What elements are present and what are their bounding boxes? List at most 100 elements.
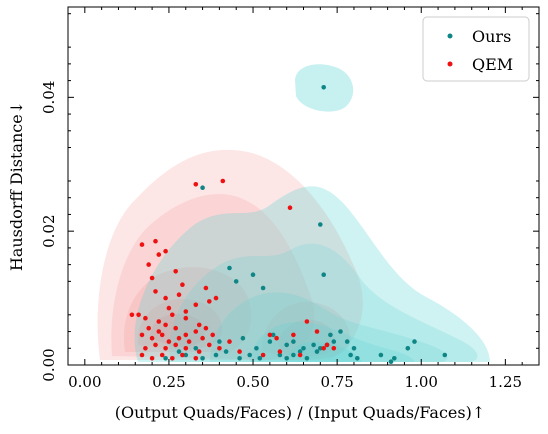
- qem-point: [170, 356, 175, 361]
- qem-point: [129, 312, 135, 318]
- ours-point: [321, 272, 327, 278]
- qem-point: [173, 342, 178, 348]
- ours-point: [355, 356, 360, 361]
- qem-point: [176, 335, 182, 341]
- qem-point: [163, 346, 168, 351]
- ours-point: [392, 356, 397, 361]
- qem-point: [139, 332, 145, 338]
- ours-point: [442, 352, 448, 358]
- qem-point: [173, 269, 178, 274]
- ours-point: [301, 346, 306, 351]
- qem-point: [324, 342, 330, 348]
- qem-point: [146, 262, 151, 267]
- qem-point: [173, 325, 178, 331]
- ours-point: [237, 356, 242, 361]
- ours-point: [217, 339, 222, 344]
- qem-point: [146, 325, 151, 331]
- qem-point: [291, 332, 296, 338]
- ours-point: [331, 339, 337, 344]
- qem-point: [163, 322, 168, 328]
- ours-point: [254, 346, 259, 351]
- ours-point: [351, 346, 357, 351]
- ours-point: [193, 346, 199, 351]
- y-tick-label: 0.04: [40, 81, 58, 114]
- ours-point: [405, 346, 411, 351]
- ours-point: [388, 359, 394, 365]
- qem-point: [156, 329, 162, 334]
- qem-point: [193, 182, 199, 187]
- ours-point: [247, 352, 252, 358]
- ours-point: [314, 349, 320, 354]
- qem-point: [143, 315, 148, 321]
- qem-point: [213, 295, 219, 301]
- qem-point: [297, 352, 303, 358]
- ours-point: [348, 352, 353, 358]
- ours-point: [260, 285, 266, 291]
- qem-point: [176, 292, 182, 298]
- ours-point: [267, 339, 273, 344]
- qem-point: [159, 332, 165, 338]
- ours-point: [200, 356, 205, 361]
- y-tick-label: 0.02: [40, 214, 58, 247]
- qem-point: [163, 295, 168, 301]
- ours-point: [240, 335, 246, 341]
- ours-point: [304, 356, 310, 361]
- qem-point: [149, 275, 155, 281]
- qem-point: [159, 352, 165, 358]
- ours-point: [176, 349, 182, 354]
- y-axis-label: Hausdorff Distance↓: [7, 101, 26, 271]
- qem-point: [331, 346, 337, 351]
- ours-point: [284, 342, 290, 348]
- qem-point: [220, 178, 226, 184]
- qem-point: [170, 312, 175, 318]
- qem-point: [203, 325, 209, 331]
- ours-point: [328, 332, 333, 338]
- ours-point: [270, 332, 276, 338]
- qem-point: [203, 285, 209, 291]
- legend-label-ours: Ours: [472, 27, 511, 46]
- ours-point: [378, 352, 384, 358]
- qem-point: [207, 342, 212, 348]
- qem-point: [193, 356, 199, 361]
- qem-point: [321, 346, 327, 351]
- qem-point: [139, 242, 145, 247]
- ours-point: [200, 185, 205, 190]
- qem-point: [166, 339, 172, 344]
- qem-point: [183, 315, 189, 321]
- qem-point: [260, 352, 266, 358]
- ours-point: [277, 352, 283, 358]
- legend-marker-ours: [447, 33, 453, 39]
- ours-point: [291, 339, 296, 344]
- ours-point: [227, 265, 232, 271]
- qem-point: [153, 289, 158, 294]
- qem-point: [149, 335, 155, 341]
- density-contours: [97, 64, 490, 362]
- x-tick-label: 0.50: [236, 373, 269, 391]
- qem-point: [237, 349, 242, 354]
- qem-point: [193, 302, 199, 308]
- qem-point: [277, 349, 283, 354]
- ours-point: [163, 356, 168, 361]
- legend: Ours QEM: [422, 16, 530, 82]
- qem-point: [274, 335, 279, 341]
- legend-marker-qem: [447, 61, 453, 67]
- qem-point: [196, 322, 202, 328]
- qem-point: [180, 282, 185, 288]
- legend-label-qem: QEM: [472, 55, 513, 74]
- ours-point: [213, 352, 219, 358]
- ours-point: [321, 85, 327, 90]
- qem-point: [183, 332, 189, 338]
- qem-point: [304, 319, 310, 324]
- points-layer: [129, 85, 448, 365]
- ours-point: [338, 329, 343, 334]
- ours-point: [291, 352, 296, 358]
- qem-point: [136, 312, 141, 318]
- qem-point: [180, 352, 185, 358]
- qem-point: [210, 332, 215, 338]
- x-tick-label: 1.00: [405, 373, 438, 391]
- qem-point: [156, 319, 162, 324]
- ours-point: [183, 352, 189, 358]
- qem-point: [166, 305, 172, 311]
- axis-ticks: 0.00 0.25 0.50 0.75 1.00 1.25 0.00 0.02 0.04: [40, 7, 539, 391]
